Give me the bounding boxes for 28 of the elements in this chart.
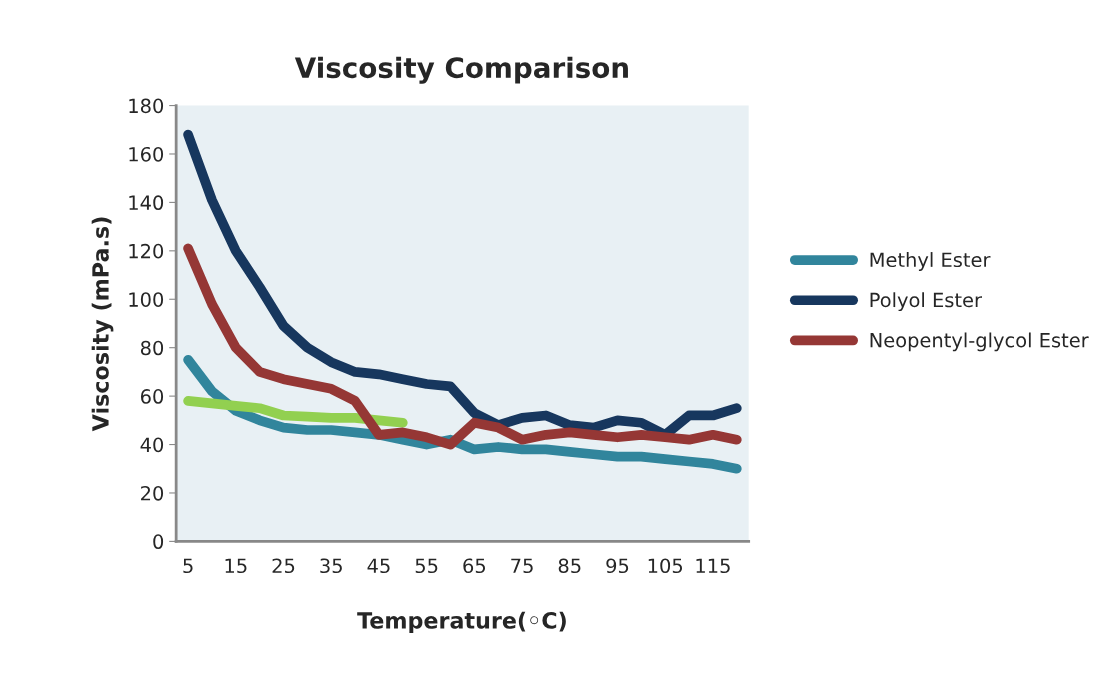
x-tick-label: 15 — [225, 558, 247, 574]
x-tick-label: 25 — [272, 558, 295, 574]
y-axis-title: Viscosity (mPa.s) — [91, 217, 114, 432]
x-tick-label: 45 — [367, 558, 390, 574]
y-tick-label: 180 — [129, 98, 164, 114]
y-tick-label: 100 — [129, 292, 164, 307]
y-tick-label: 160 — [129, 146, 164, 162]
y-tick-label: 80 — [140, 340, 164, 356]
x-tick-label: 5 — [183, 558, 193, 574]
legend-label: Methyl Ester — [870, 252, 991, 271]
legend-label: Neopentyl-glycol Ester — [870, 332, 1089, 352]
x-tick-label: 65 — [463, 558, 486, 574]
x-tick-label: 95 — [606, 558, 629, 574]
chart-title: Viscosity Comparison — [294, 56, 628, 84]
x-axis-title: Temperature(◦C) — [357, 611, 566, 634]
legend-label: Polyol Ester — [870, 292, 982, 312]
x-tick-label: 75 — [511, 558, 533, 574]
y-tick-label: 120 — [129, 243, 164, 259]
x-tick-label: 35 — [320, 558, 342, 574]
x-tick-label: 115 — [696, 558, 730, 574]
x-tick-label: 85 — [558, 558, 581, 574]
y-tick-label: 40 — [140, 437, 164, 453]
y-tick-label: 20 — [141, 485, 164, 501]
y-tick-label: 0 — [153, 534, 164, 550]
x-tick-label: 55 — [415, 558, 438, 574]
y-tick-label: 60 — [140, 389, 164, 404]
y-tick-label: 140 — [129, 195, 164, 211]
x-tick-label: 105 — [648, 558, 683, 574]
